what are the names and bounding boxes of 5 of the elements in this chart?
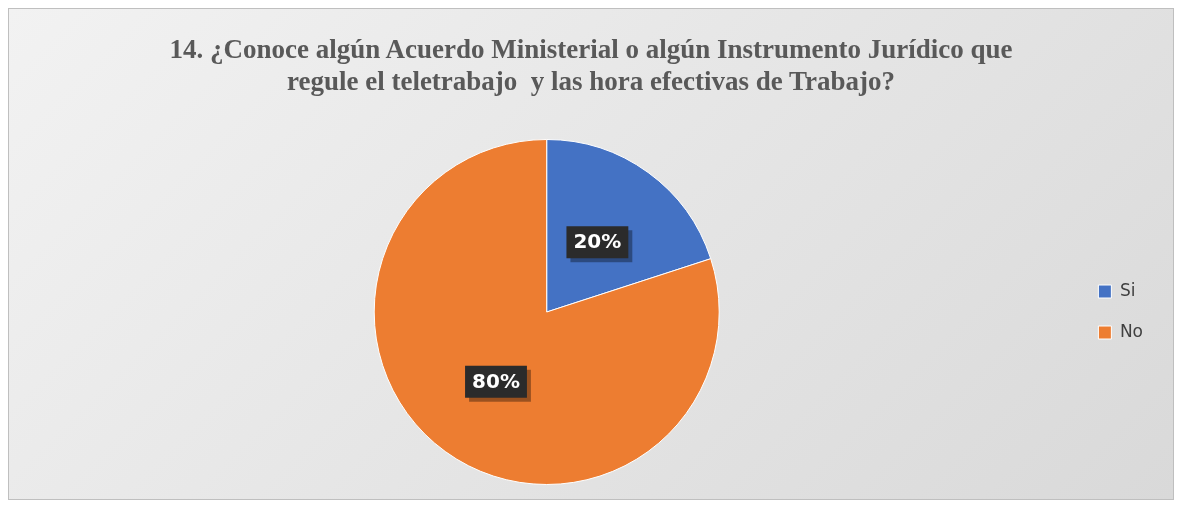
legend-label: No (1119, 320, 1144, 341)
data-label: 20% (573, 229, 622, 254)
data-label: 80% (472, 368, 520, 393)
legend-label: Si (1119, 279, 1136, 300)
chart-title: 14. ¿Conoce algún Acuerdo Ministerial o algún Instrumento Jurídico que regule el teletrabajo y las hora efectivas de Trabajo? (168, 33, 1014, 99)
